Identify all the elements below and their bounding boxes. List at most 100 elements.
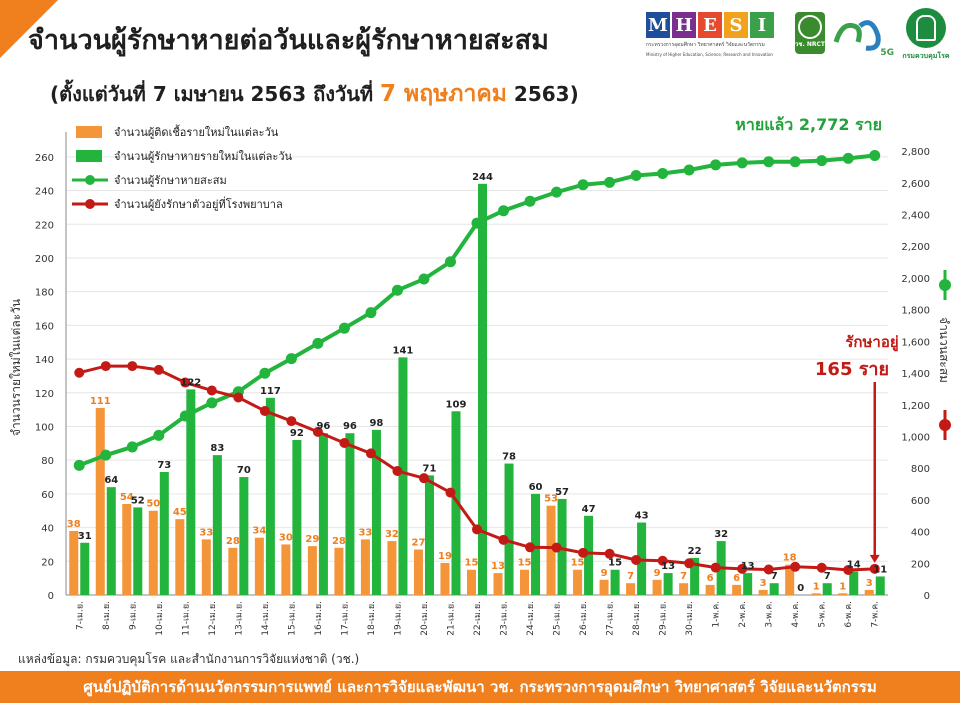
new-cases-bar	[307, 546, 317, 595]
hospitalized-point	[206, 385, 217, 396]
new-recovered-label: 64	[104, 475, 118, 486]
y-tick-left: 260	[35, 153, 54, 164]
mhesi-caption: กระทรวงการอุดมศึกษา วิทยาศาสตร์ วิจัยและ…	[646, 42, 765, 48]
new-cases-bar	[785, 564, 795, 595]
new-recovered-label: 13	[741, 561, 755, 572]
x-tick-label: 6-พ.ค.	[844, 601, 854, 628]
new-cases-bar	[440, 562, 450, 595]
y-tick-right: 0	[924, 591, 930, 602]
new-recovered-label: 13	[661, 561, 675, 572]
mhesi-letter-m: M	[646, 12, 670, 38]
y-axis-label-right: จำนวนสะสม	[937, 317, 951, 383]
new-cases-label: 32	[385, 529, 399, 540]
y-tick-right: 200	[911, 559, 930, 570]
new-recovered-bar	[133, 507, 143, 595]
new-recovered-label: 98	[369, 418, 383, 429]
new-recovered-bar	[292, 439, 302, 595]
hospitalized-point	[816, 562, 827, 573]
new-cases-label: 1	[813, 581, 820, 592]
new-cases-bar	[148, 510, 158, 595]
x-tick-label: 8-เม.ย.	[102, 601, 112, 630]
new-cases-label: 9	[654, 568, 661, 579]
new-recovered-label: 117	[260, 386, 281, 397]
annotation-hospital-line2: 165 ราย	[815, 359, 889, 380]
hospitalized-point	[365, 448, 376, 459]
cumulative-recovered-point	[657, 167, 669, 179]
y-tick-left: 120	[35, 389, 54, 400]
new-cases-label: 3	[760, 578, 767, 589]
y-tick-right: 2,800	[901, 147, 930, 158]
new-recovered-bar	[504, 463, 514, 595]
cumulative-recovered-point	[206, 397, 218, 409]
new-cases-bar	[254, 537, 264, 595]
new-recovered-label: 109	[446, 399, 467, 410]
cumulative-recovered-point	[153, 429, 165, 441]
new-recovered-label: 70	[237, 465, 251, 476]
hospitalized-point	[869, 563, 880, 574]
x-tick-label: 25-เม.ย.	[553, 601, 563, 636]
cumulative-recovered-point	[736, 157, 748, 169]
cumulative-recovered-point	[444, 256, 456, 268]
x-tick-label: 9-เม.ย.	[128, 601, 138, 630]
mhesi-letter-e: E	[698, 12, 722, 38]
new-cases-bar	[652, 579, 662, 595]
x-tick-label: 20-เม.ย.	[420, 601, 430, 636]
hospitalized-point	[445, 487, 456, 498]
new-cases-bar	[95, 407, 105, 595]
new-recovered-bar	[80, 542, 90, 595]
legend-new-cases-label: จำนวนผู้ติดเชื้อรายใหม่ในแต่ละวัน	[114, 124, 279, 139]
nrct-label: วช. NRCT	[795, 41, 825, 48]
new-cases-bar	[626, 583, 636, 595]
cumulative-recovered-point	[179, 410, 191, 422]
new-cases-label: 28	[332, 536, 346, 547]
new-cases-bar	[520, 569, 530, 595]
cumulative-recovered-point	[312, 337, 324, 349]
x-tick-label: 11-เม.ย.	[181, 601, 191, 636]
new-cases-bar	[573, 569, 583, 595]
x-tick-label: 16-เม.ย.	[314, 601, 324, 636]
new-recovered-label: 31	[78, 531, 92, 542]
cumulative-recovered-point	[524, 195, 536, 207]
hospitalized-point	[498, 534, 509, 545]
new-cases-label: 6	[733, 573, 740, 584]
page-subtitle: (ตั้งแต่วันที่ 7 เมษายน 2563 ถึงวันที่ 7…	[50, 76, 579, 112]
new-recovered-label: 14	[847, 559, 861, 570]
new-recovered-label: 122	[180, 377, 201, 388]
new-cases-label: 15	[465, 558, 479, 569]
y-tick-left: 180	[35, 288, 54, 299]
new-cases-bar	[228, 547, 238, 595]
nrct-logo: วช. NRCT	[795, 12, 825, 54]
new-recovered-label: 96	[343, 421, 357, 432]
new-cases-bar	[334, 547, 344, 595]
y-tick-right: 2,600	[901, 179, 930, 190]
hospitalized-point	[418, 473, 429, 484]
hospitalized-point	[472, 524, 482, 535]
ddc-emblem-icon	[906, 8, 946, 48]
new-recovered-bar	[451, 411, 461, 595]
hospitalized-point	[790, 561, 801, 572]
legend-cumulative-recovered-swatch-dot	[85, 175, 95, 185]
hospitalized-point	[286, 416, 297, 427]
new-recovered-label: 7	[771, 571, 778, 582]
hospitalized-point	[710, 562, 721, 573]
mhesi-letter-h: H	[672, 12, 696, 38]
x-tick-label: 24-เม.ย.	[526, 601, 536, 636]
legend-new-cases-swatch	[76, 126, 102, 138]
legend-new-recovered-swatch	[76, 150, 102, 162]
recovery-chart: 0204060801001201401601802002202402600200…	[9, 115, 951, 636]
new-recovered-bar	[239, 477, 249, 595]
new-recovered-bar	[822, 583, 832, 595]
ddc-label: กรมควบคุมโรค	[902, 52, 950, 60]
y-tick-right: 1,200	[901, 401, 930, 412]
new-recovered-bar	[557, 498, 567, 595]
new-recovered-bar	[875, 576, 885, 595]
cumulative-recovered-point	[100, 449, 112, 461]
cumulative-recovered-point	[391, 284, 403, 296]
hospitalized-point	[604, 548, 615, 559]
new-cases-label: 54	[120, 492, 134, 503]
new-cases-label: 15	[571, 558, 585, 569]
cumulative-recovered-point	[365, 307, 377, 319]
new-cases-bar	[493, 573, 503, 595]
cumulative-recovered-point	[842, 152, 854, 164]
new-recovered-label: 43	[635, 511, 649, 522]
